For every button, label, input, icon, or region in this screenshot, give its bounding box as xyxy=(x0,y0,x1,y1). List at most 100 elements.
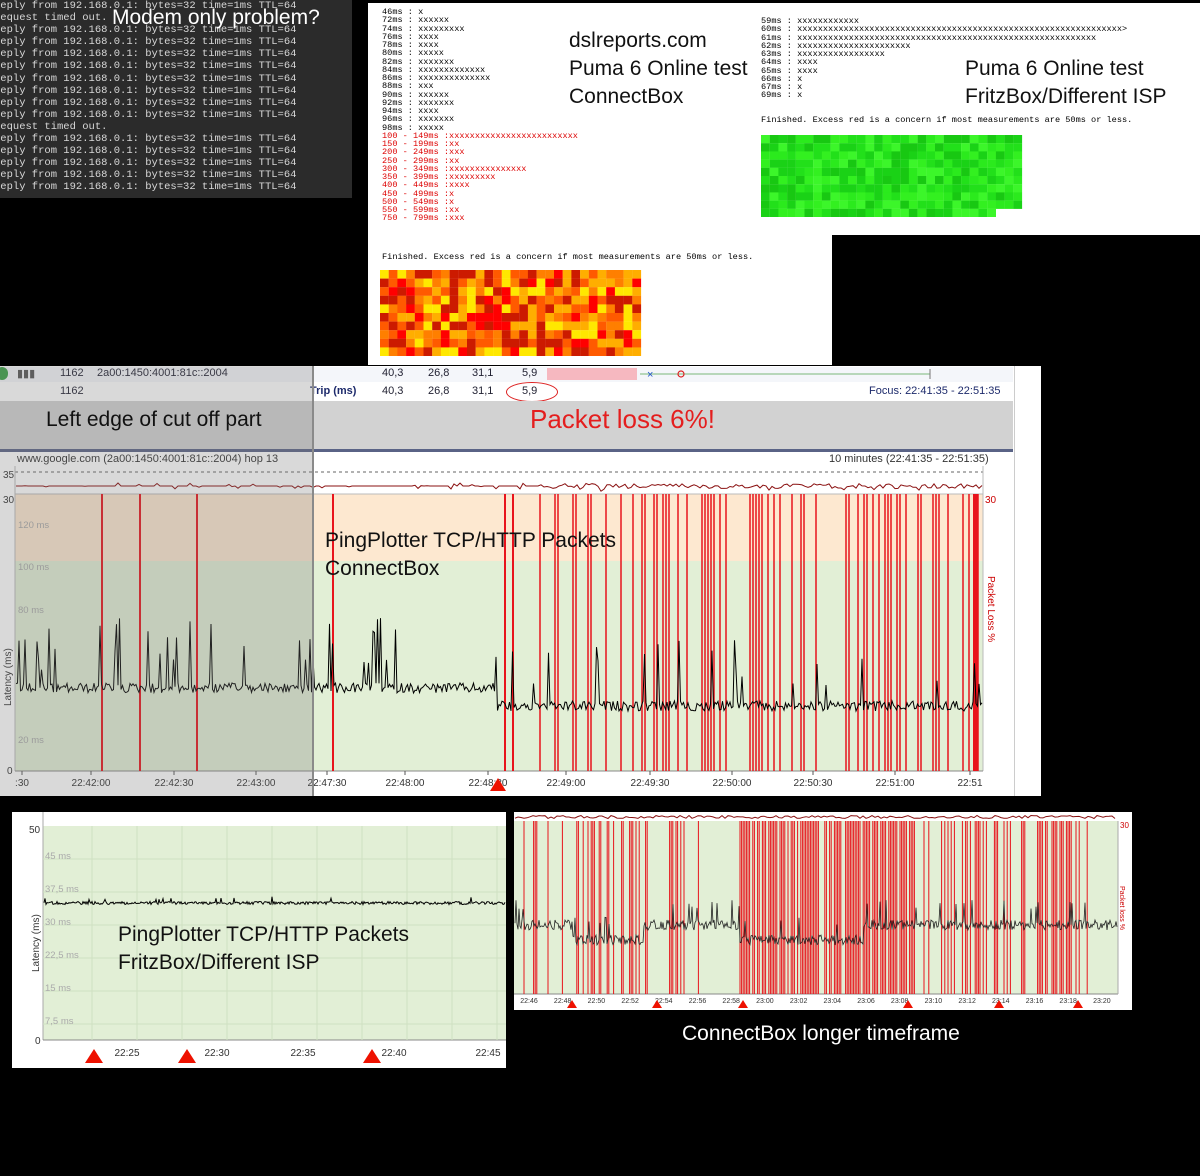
grid-cell xyxy=(397,270,407,279)
x-tick-label: 22:50 xyxy=(588,998,606,1005)
grid-cell xyxy=(900,151,909,160)
grid-cell xyxy=(891,151,901,160)
grid-cell xyxy=(769,184,779,193)
grid-cell xyxy=(423,330,433,339)
grid-cell xyxy=(848,135,857,144)
grid-cell xyxy=(848,192,857,201)
histogram-row: 86ms : xxxxxxxxxxxxxx xyxy=(382,73,491,83)
grid-cell xyxy=(484,304,494,314)
histogram-row: 76ms : xxxx xyxy=(382,31,439,42)
grid-cell xyxy=(467,287,476,296)
window-edge xyxy=(1014,366,1041,796)
grid-cell xyxy=(848,151,857,160)
grid-cell xyxy=(787,159,796,168)
grid-cell xyxy=(493,287,502,296)
grid-cell xyxy=(865,200,875,209)
summary-row: 1162 Trip (ms) 40,3 26,8 31,1 5,9 Focus:… xyxy=(0,382,1013,402)
grid-cell xyxy=(908,176,918,185)
tick: 15 ms xyxy=(45,983,71,994)
grid-cell xyxy=(571,304,581,314)
grid-cell xyxy=(882,192,892,201)
grid-cell xyxy=(961,184,970,193)
grid-cell xyxy=(545,287,555,296)
x-tick-label: 22:25 xyxy=(114,1048,139,1059)
grid-cell xyxy=(769,208,779,217)
grid-cell xyxy=(900,159,909,168)
grid-cell xyxy=(856,135,866,144)
grid-cell xyxy=(597,321,607,331)
histogram-row: 88ms : xxx xyxy=(382,81,434,92)
grid-cell xyxy=(380,347,389,356)
grid-cell xyxy=(510,287,520,296)
grid-cell xyxy=(484,295,494,305)
grid-cell xyxy=(882,176,892,185)
grid-cell xyxy=(839,135,849,144)
grid-cell xyxy=(813,167,822,177)
dsl-caption: dslreports.com Puma 6 Online test Connec… xyxy=(569,27,748,111)
grid-cell xyxy=(795,151,805,160)
grid-cell xyxy=(830,184,840,193)
grid-cell xyxy=(545,338,555,348)
y2-axis-top: 30 xyxy=(985,495,997,506)
x-tick-label: 22:49:00 xyxy=(547,778,586,789)
grid-cell xyxy=(935,159,944,168)
highlight-circle xyxy=(506,382,558,402)
grid-cell xyxy=(597,295,607,305)
y-label-35: 35 xyxy=(3,470,15,481)
hop-row[interactable]: ▮▮▮ 1162 2a00:1450:4001:81c::2004 40,3 2… xyxy=(0,367,1013,382)
grid-cell xyxy=(510,270,520,279)
caption-line: FritzBox/Different ISP xyxy=(118,951,320,974)
grid-cell xyxy=(467,313,476,322)
grid-cell xyxy=(449,330,459,339)
grid-cell xyxy=(467,338,476,348)
grid-cell xyxy=(848,184,857,193)
grid-cell xyxy=(908,143,918,152)
x-tick-label: 22:42:30 xyxy=(155,778,194,789)
x-tick-label: 23:00 xyxy=(756,998,774,1005)
grid-cell xyxy=(467,295,476,305)
caption-line: PingPlotter TCP/HTTP Packets xyxy=(118,923,409,946)
grid-cell xyxy=(1013,176,1023,185)
histogram-row: 62ms : xxxxxxxxxxxxxxxxxxxxxx xyxy=(761,40,911,51)
grid-cell xyxy=(943,135,953,144)
y-axis-label: Latency (ms) xyxy=(3,648,14,706)
grid-cell xyxy=(978,159,988,168)
terminal-line: Reply from 192.168.0.1: bytes=32 time=1m… xyxy=(0,133,297,146)
grid-cell xyxy=(588,313,598,322)
grid-cell xyxy=(969,159,979,168)
grid-cell xyxy=(882,167,892,177)
grid-cell xyxy=(449,278,459,288)
grid-cell xyxy=(891,200,901,209)
grid-cell xyxy=(545,278,555,288)
grid-cell xyxy=(787,200,796,209)
grid-cell xyxy=(467,278,476,288)
grid-cell xyxy=(571,313,581,322)
grid-cell xyxy=(795,143,805,152)
grid-cell xyxy=(484,313,494,322)
grid-cell xyxy=(571,295,581,305)
grid-cell xyxy=(917,159,927,168)
grid-cell xyxy=(830,176,840,185)
grid-cell xyxy=(475,330,485,339)
grid-cell xyxy=(787,143,796,152)
cut-off-overlay xyxy=(0,366,314,796)
grid-cell xyxy=(987,184,996,193)
terminal-line: Reply from 192.168.0.1: bytes=32 time=1m… xyxy=(0,169,297,182)
alert-marker xyxy=(1073,1000,1083,1008)
caption-line: ConnectBox xyxy=(325,557,440,580)
grid-cell xyxy=(813,176,822,185)
grid-cell xyxy=(926,208,936,217)
grid-cell xyxy=(606,270,615,279)
grid-cell xyxy=(423,270,433,279)
grid-cell xyxy=(623,313,633,322)
grid-cell xyxy=(943,159,953,168)
grid-cell xyxy=(440,321,450,331)
grid-cell xyxy=(623,278,633,288)
grid-cell xyxy=(623,295,633,305)
grid-cell xyxy=(501,330,511,339)
grid-cell xyxy=(908,208,918,217)
grid-cell xyxy=(432,321,441,331)
histogram-row-red: 400 - 449ms :xxxx xyxy=(382,180,470,191)
grid-cell xyxy=(580,304,589,314)
grid-cell xyxy=(1013,200,1023,209)
